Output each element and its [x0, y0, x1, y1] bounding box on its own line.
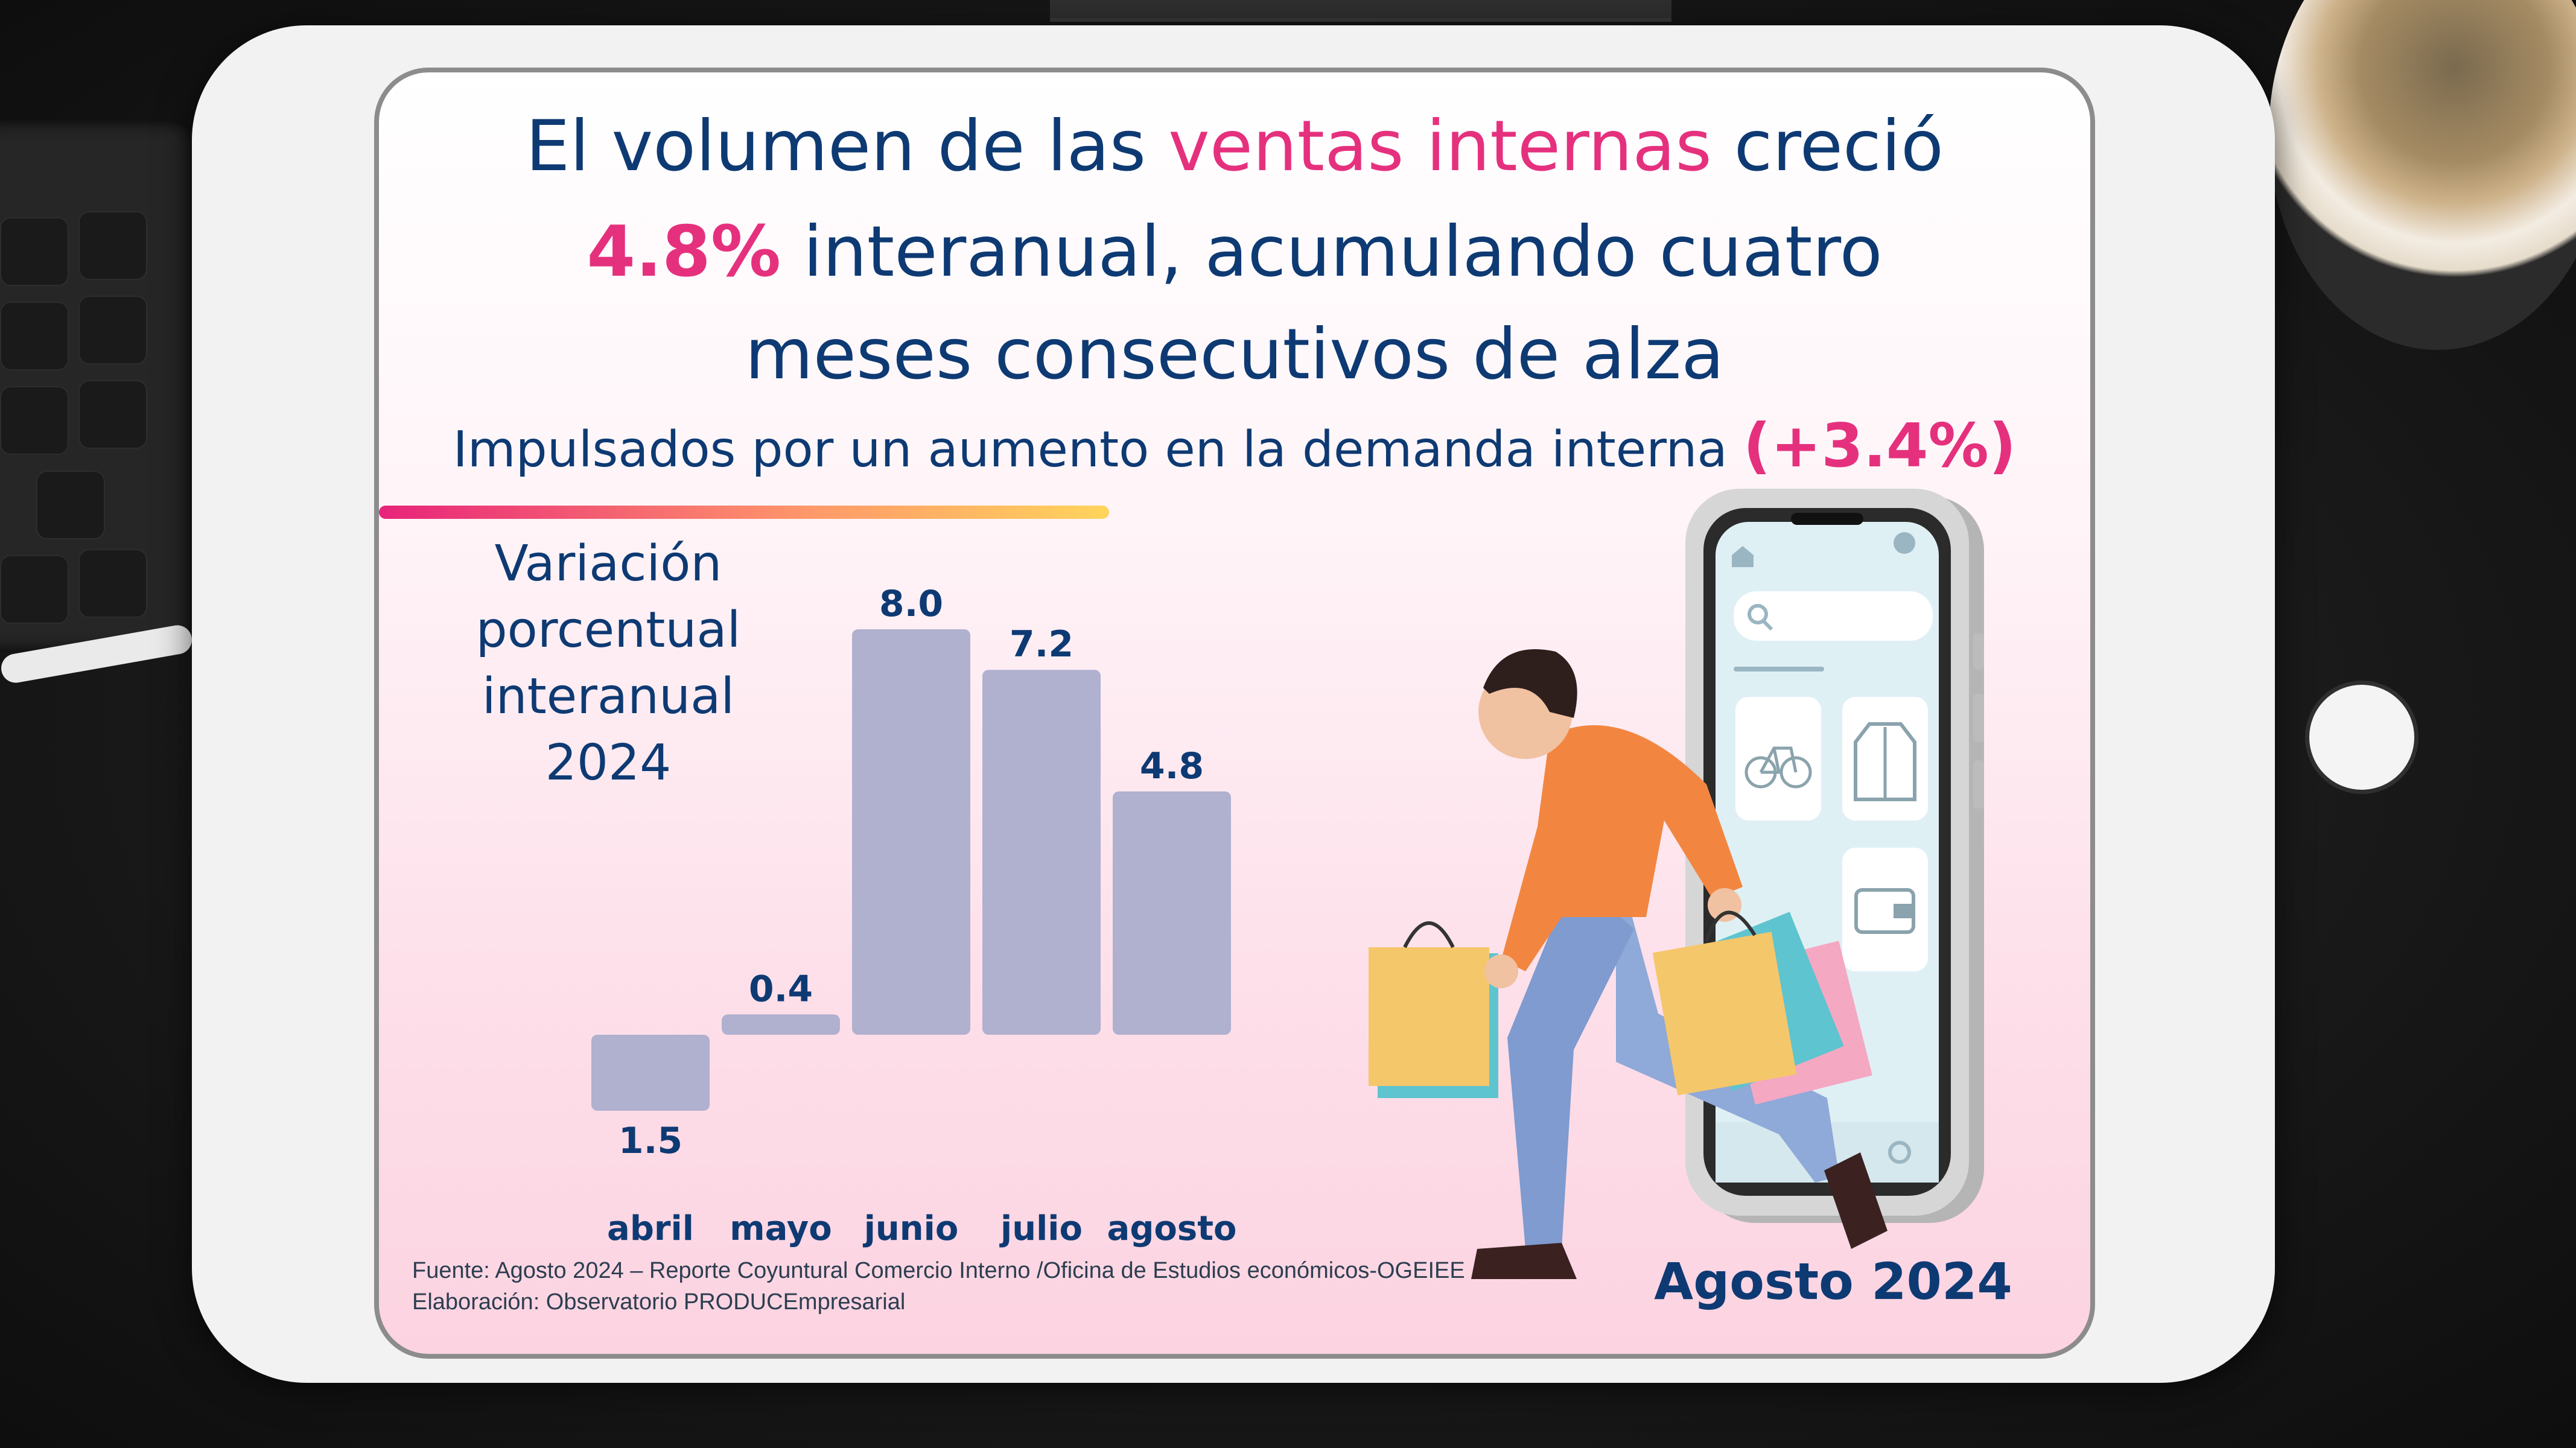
category-label-abril: abril [607, 1209, 694, 1248]
key-decoration [78, 380, 147, 449]
chart-title-line: porcentual [475, 602, 741, 659]
key-decoration [0, 555, 69, 624]
illustration [1369, 489, 1984, 1279]
date-stamp: Agosto 2024 [1654, 1252, 2012, 1311]
category-label-agosto: agosto [1107, 1209, 1237, 1248]
bar-julio [982, 670, 1101, 1035]
key-decoration [78, 296, 147, 364]
key-decoration [78, 211, 147, 280]
keyboard-decoration [0, 121, 193, 652]
credit-line: Elaboración: Observatorio PRODUCEmpresar… [412, 1289, 906, 1315]
bar-junio [852, 629, 970, 1035]
key-decoration [78, 549, 147, 618]
chart-title: Variación porcentual interanual 2024 [439, 531, 777, 796]
home-button-icon[interactable] [2305, 681, 2419, 794]
key-decoration [36, 471, 105, 539]
category-label-julio: julio [999, 1209, 1083, 1248]
tablet-screen: El volumen de las ventas internas creció… [374, 68, 2095, 1359]
bar-agosto [1113, 791, 1231, 1035]
key-decoration [0, 217, 69, 286]
value-label-abril: 1.5 [619, 1120, 682, 1162]
chart-title-line: 2024 [545, 734, 672, 792]
category-label-mayo: mayo [730, 1209, 832, 1248]
value-label-agosto: 4.8 [1140, 745, 1204, 787]
key-decoration [0, 302, 69, 370]
value-label-mayo: 0.4 [749, 968, 813, 1010]
bar-chart: 1.5 abril 0.4 mayo 8.0 junio 7.2 julio 4.8 agosto [591, 583, 1237, 1248]
gear-icon [1888, 1141, 1911, 1164]
shopper-illustration [1369, 649, 1887, 1279]
bar-abril [591, 1035, 710, 1111]
headline-line-1: El volumen de las ventas internas creció [379, 112, 2090, 182]
key-decoration [0, 386, 69, 455]
headline-highlight: ventas internas [1168, 106, 1712, 187]
source-line: Fuente: Agosto 2024 – Reporte Coyuntural… [412, 1258, 1465, 1283]
headline-text: El volumen de las [526, 106, 1169, 187]
chart-title-line: Variación [494, 535, 722, 592]
jacket-icon [1854, 722, 1916, 801]
headline-line-3: meses consecutivos de alza [379, 320, 2090, 390]
headline-percent: 4.8% [587, 211, 781, 293]
search-icon [1748, 604, 1773, 631]
value-label-junio: 8.0 [879, 583, 943, 625]
subheadline: Impulsados por un aumento en la demanda … [379, 410, 2090, 481]
category-label-junio: junio [863, 1209, 959, 1248]
headline-line-2: 4.8% interanual, acumulando cuatro [379, 217, 2090, 287]
chart-title-line: interanual [482, 668, 735, 725]
value-label-julio: 7.2 [1010, 623, 1073, 665]
headline-text: interanual, acumulando cuatro [781, 211, 1883, 293]
bar-mayo [722, 1014, 840, 1035]
source-note: Fuente: Agosto 2024 – Reporte Coyuntural… [412, 1255, 1465, 1318]
headline-text: creció [1711, 106, 1944, 187]
bicycle-icon [1744, 746, 1812, 789]
subheadline-value: (+3.4%) [1743, 410, 2017, 481]
wallet-icon [1854, 888, 1915, 934]
gradient-divider [379, 506, 1109, 519]
subheadline-text: Impulsados por un aumento en la demanda … [453, 421, 1728, 478]
notebook-decoration [1050, 0, 1671, 22]
headline-text: meses consecutivos de alza [745, 314, 1725, 395]
